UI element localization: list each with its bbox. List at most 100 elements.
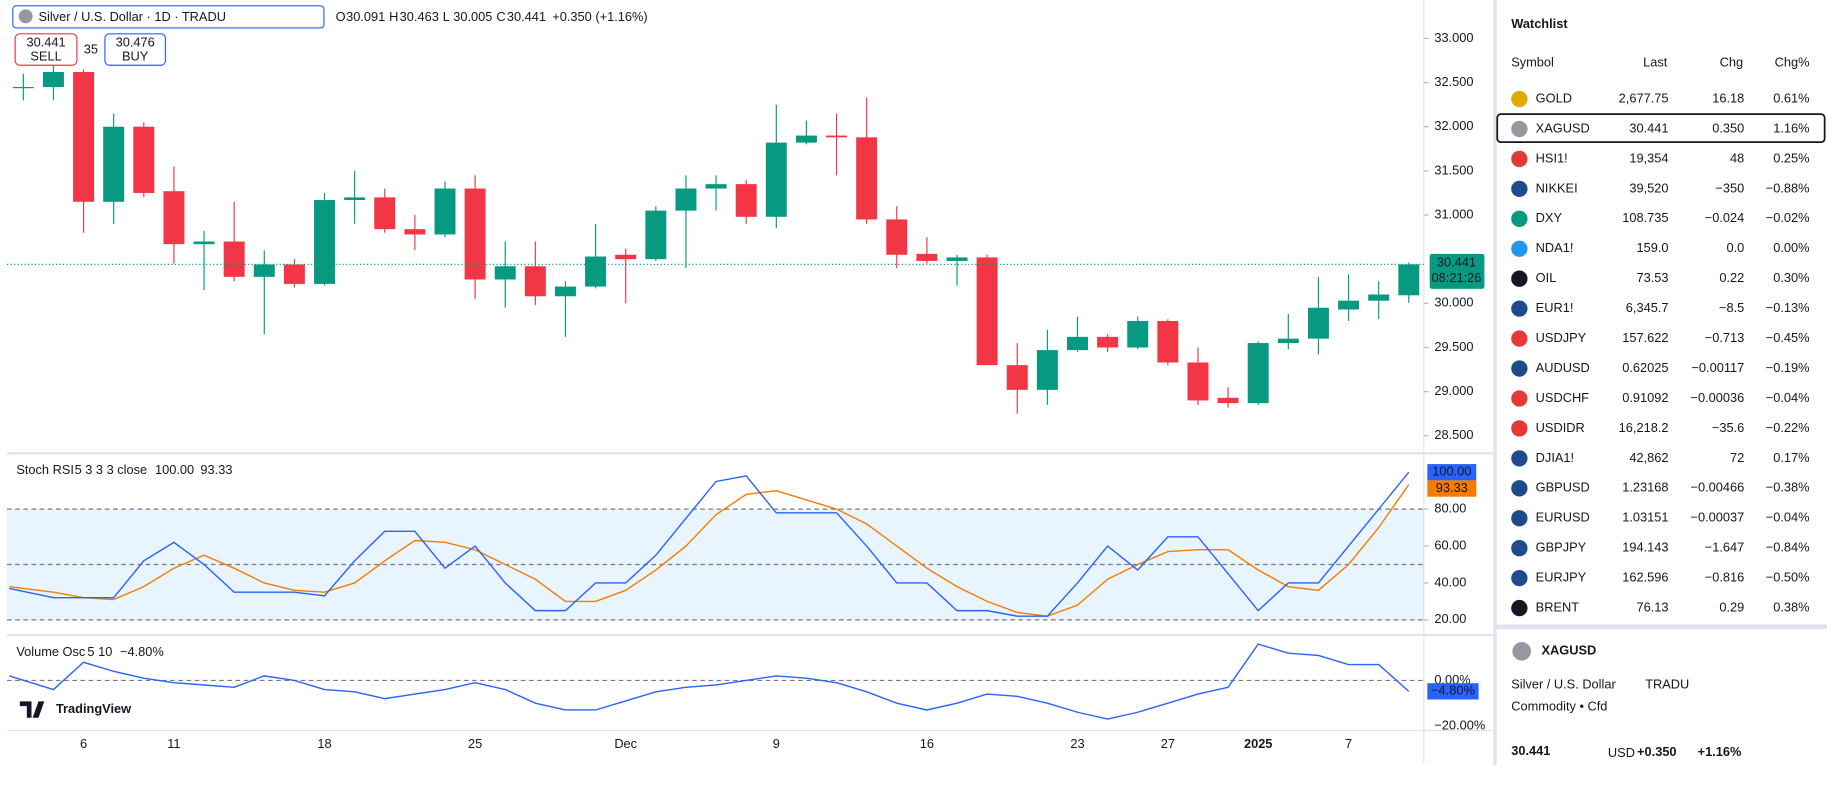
detail-currency: USD [1608,745,1635,760]
symbol-icon [1511,360,1528,377]
change: −0.00466 [1691,480,1745,495]
symbol-icon [1511,210,1528,227]
last: 0.62025 [1622,360,1668,375]
candle-body [554,286,576,297]
price-tick-label: 33.000 [1434,30,1473,45]
candle-body [735,184,757,217]
candle-body [163,191,185,245]
symbol-icon [1511,120,1528,138]
column-header: Chg% [1775,54,1810,69]
ohlc-value: 30.463 [400,9,439,24]
change-pct: 1.16% [1773,120,1809,135]
change: 16.18 [1712,90,1744,105]
last: 108.735 [1622,210,1668,225]
ohlc-value: 30.441 [507,9,546,24]
detail-symbol: XAGUSD [1542,643,1597,658]
countdown: 08:21:26 [1432,270,1482,285]
candle-body [1157,320,1179,363]
last: 6,345.7 [1626,300,1669,315]
buy-button[interactable] [104,33,167,66]
x-tick-label: 23 [1070,736,1084,751]
last-price-tag [1429,253,1485,289]
symbol-icon [1511,540,1528,557]
x-tick-label: 25 [468,736,482,751]
change: −0.024 [1705,210,1745,225]
stoch-k-value: 100.00 [155,462,194,477]
candle-body [73,72,95,202]
change: −0.00036 [1691,390,1745,405]
candle-body [1127,320,1149,348]
symbol: GOLD [1536,90,1572,105]
candle-body [434,188,456,235]
change-pct: −0.84% [1766,540,1810,555]
candle-body [765,142,787,217]
candle-body [494,266,516,280]
change: −1.647 [1705,540,1745,555]
logo-mark [19,701,45,718]
detail-change-pct: +1.16% [1698,744,1742,759]
detail-icon [1512,641,1532,661]
symbol: EURJPY [1536,570,1587,585]
change: −0.816 [1705,570,1745,585]
x-tick-label: 16 [920,736,934,751]
ohlc-label: O [336,9,346,24]
candle-body [886,219,908,255]
ohlc-label: L [443,9,450,24]
detail-exchange: TRADU [1645,676,1689,691]
symbol: EUR1! [1536,300,1574,315]
change: 0.350 [1712,120,1744,135]
buy-price: 30.476 [116,35,155,50]
ohlc-label: C [496,9,505,24]
change-pct: 0.00% [1773,240,1809,255]
sell-button[interactable] [14,33,78,66]
price-tick-label: 32.000 [1434,118,1473,133]
detail-price: 30.441 [1511,743,1550,758]
candle-body [193,241,215,245]
volosc-tick-label: 0.00% [1434,672,1470,687]
change-pct: −0.88% [1766,180,1810,195]
change-pct: 0.25% [1773,150,1809,165]
symbol-box[interactable] [12,5,325,29]
symbol-icon [1511,240,1528,257]
candle-body [645,210,667,260]
candle-body [283,264,305,284]
change: −0.713 [1705,330,1745,345]
candle-body [1368,294,1390,301]
price-tick-label: 29.500 [1434,339,1473,354]
candle-body [1097,336,1119,348]
price-tick-label: 28.500 [1434,427,1473,442]
stoch-d-value: 93.33 [200,462,232,477]
last: 162.596 [1622,570,1668,585]
last: 1.03151 [1622,510,1668,525]
candle-body [344,197,366,201]
candle-body [103,126,125,202]
ohlc-change: +0.350 (+1.16%) [552,9,647,24]
change-pct: 0.61% [1773,90,1809,105]
candle-body [826,135,848,138]
candle-body [976,257,998,366]
symbol-icon [1511,90,1528,108]
k-tag [1427,464,1477,481]
price-tick-label: 32.500 [1434,74,1473,89]
change-pct: −0.04% [1766,390,1810,405]
candle-body [524,266,546,297]
change-pct: −0.38% [1766,480,1810,495]
stoch-title: Stoch RSI [16,462,74,477]
symbol-icon [1511,510,1528,527]
symbol: USDJPY [1536,330,1587,345]
symbol: EURUSD [1536,510,1590,525]
volosc-tag-label: −4.80% [1431,683,1475,698]
candle-body [856,137,878,220]
column-header: Symbol [1511,54,1554,69]
spread: 35 [84,41,98,56]
last: 0.91092 [1622,390,1668,405]
selected-row [1496,113,1826,144]
symbol: AUDUSD [1536,360,1590,375]
symbol: GBPJPY [1536,540,1587,555]
change-pct: 0.30% [1773,270,1809,285]
change: 0.22 [1719,270,1744,285]
x-tick-label: Dec [614,736,637,751]
detail-name: Silver / U.S. Dollar [1511,676,1616,691]
candle-body [253,264,275,277]
